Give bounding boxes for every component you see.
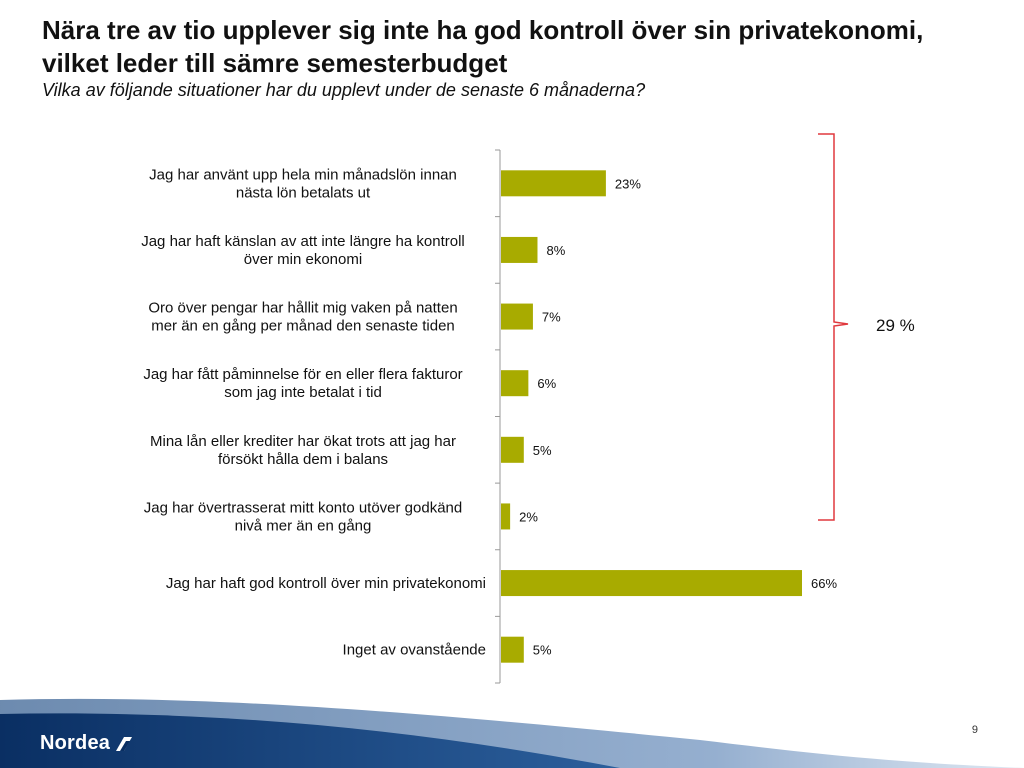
bar — [501, 503, 511, 530]
bar — [501, 236, 538, 263]
bar-value-label: 2% — [519, 509, 538, 524]
red-brace — [818, 133, 849, 521]
slide-subtitle: Vilka av följande situationer har du upp… — [42, 80, 646, 100]
brace-label: 29 % — [876, 316, 915, 335]
bar — [501, 370, 529, 397]
page-number: 9 — [971, 724, 978, 736]
bar-value-label: 7% — [542, 310, 561, 325]
category-label: Jag har övertrasserat mitt konto utöver … — [144, 499, 463, 534]
category-label-line: nivå mer än en gång — [235, 517, 372, 534]
bar-chart: 23% Jag har använt upp hela min månadslön… — [141, 133, 915, 684]
category-label: Jag har använt upp hela min månadslön in… — [149, 166, 457, 201]
category-label: Mina lån eller krediter har ökat trots a… — [150, 433, 456, 468]
category-label: Jag har fått påminnelse för en eller fle… — [143, 366, 462, 401]
footer-wave — [0, 698, 1024, 768]
category-label: Jag har haft god kontroll över min priva… — [166, 575, 486, 592]
bars-layer: 23% Jag har använt upp hela min månadslön… — [141, 149, 837, 684]
bar-value-label: 8% — [546, 243, 565, 258]
slide-title: Nära tre av tio upplever sig inte ha god… — [42, 15, 924, 78]
category-label-line: Jag har övertrasserat mitt konto utöver … — [144, 499, 463, 516]
category-label-line: Oro över pengar har hållit mig vaken på … — [148, 300, 457, 317]
category-label: Oro över pengar har hållit mig vaken på … — [148, 300, 457, 335]
brand-name: Nordea — [40, 732, 111, 754]
category-label-line: försökt hålla dem i balans — [218, 451, 388, 468]
brace-group: 29 % — [818, 133, 915, 521]
bar — [501, 636, 524, 663]
bar-value-label: 6% — [537, 376, 556, 391]
category-label-line: Mina lån eller krediter har ökat trots a… — [150, 433, 456, 450]
bar — [501, 170, 606, 197]
bar-value-label: 66% — [811, 576, 837, 591]
category-label-line: Jag har haft god kontroll över min priva… — [166, 575, 486, 592]
bar-value-label: 5% — [533, 443, 552, 458]
category-label-line: Inget av ovanstående — [343, 642, 486, 659]
category-label: Jag har haft känslan av att inte längre … — [141, 233, 465, 268]
category-label-line: Jag har fått påminnelse för en eller fle… — [143, 366, 462, 383]
category-label-line: Jag har använt upp hela min månadslön in… — [149, 166, 457, 183]
bar — [501, 570, 802, 597]
category-label-line: Jag har haft känslan av att inte längre … — [141, 233, 465, 250]
category-label: Inget av ovanstående — [343, 642, 486, 659]
category-label-line: nästa lön betalats ut — [236, 184, 371, 201]
category-label-line: mer än en gång per månad den senaste tid… — [151, 318, 455, 335]
bar — [501, 436, 524, 463]
nordea-logo: Nordea — [40, 732, 134, 755]
wing-icon — [116, 736, 133, 751]
category-label-line: som jag inte betalat i tid — [224, 384, 382, 401]
bar — [501, 303, 533, 330]
bar-value-label: 23% — [615, 176, 641, 191]
bar-value-label: 5% — [533, 643, 552, 658]
category-label-line: över min ekonomi — [244, 251, 362, 268]
